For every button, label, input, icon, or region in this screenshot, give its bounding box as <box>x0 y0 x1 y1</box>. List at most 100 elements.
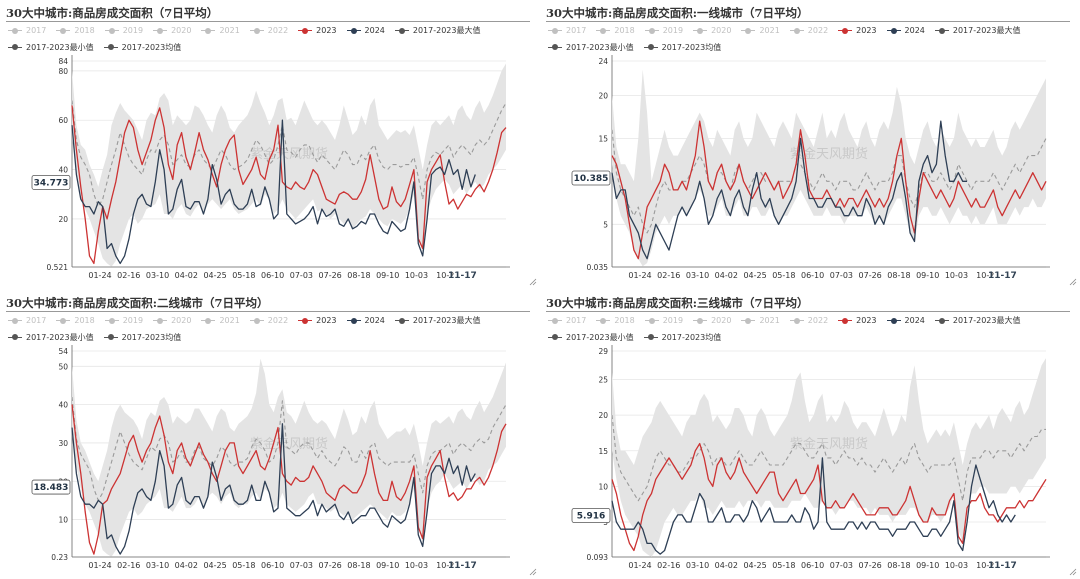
chart-svg[interactable]: 2420151050.035紫金天风期货01-2402-1603-1004-02… <box>540 0 1080 289</box>
legend-item-2017-2023最小值[interactable]: 2017-2023最小值 <box>8 40 94 55</box>
series-line-2024[interactable] <box>611 120 968 260</box>
legend-label: 2024 <box>904 26 925 35</box>
legend-item-2022[interactable]: 2022 <box>249 23 288 38</box>
legend-item-2024[interactable]: 2024 <box>886 313 925 328</box>
y-tick-label: 0.521 <box>47 263 69 272</box>
y-tick-label: 0.035 <box>587 263 609 272</box>
chart-svg[interactable]: 5450403020100.23紫金天风期货01-2402-1603-1004-… <box>0 290 540 579</box>
legend-item-2017[interactable]: 2017 <box>8 23 46 38</box>
cursor-y-readout: 10.385 <box>571 170 611 186</box>
x-tick-label: 08-18 <box>347 271 370 280</box>
legend-item-2017[interactable]: 2017 <box>548 313 586 328</box>
cursor-y-readout: 5.916 <box>571 508 611 523</box>
legend-item-2021[interactable]: 2021 <box>201 313 240 328</box>
legend-marker-icon <box>886 27 901 35</box>
legend-item-2018[interactable]: 2018 <box>56 313 95 328</box>
x-tick-label: 07-26 <box>319 271 342 280</box>
legend-item-2017-2023均值[interactable]: 2017-2023均值 <box>643 40 721 55</box>
series-line-2024[interactable] <box>71 423 476 555</box>
series-line-mean[interactable] <box>71 396 507 501</box>
legend-item-2022[interactable]: 2022 <box>249 313 288 328</box>
legend-item-2017-2023最小值[interactable]: 2017-2023最小值 <box>8 330 94 345</box>
legend-item-2024[interactable]: 2024 <box>346 23 385 38</box>
x-tick-label: 04-02 <box>175 271 198 280</box>
legend-label: 2022 <box>807 26 829 35</box>
legend-item-2017-2023最小值[interactable]: 2017-2023最小值 <box>548 330 634 345</box>
x-tick-label: 01-24 <box>88 561 111 570</box>
legend-item-2020[interactable]: 2020 <box>693 313 731 328</box>
legend-label: 2017-2023均值 <box>121 332 182 342</box>
legend-item-2018[interactable]: 2018 <box>596 23 635 38</box>
legend-item-2019[interactable]: 2019 <box>104 313 144 328</box>
legend-item-2019[interactable]: 2019 <box>644 23 683 38</box>
y-tick-label: 40 <box>58 401 68 410</box>
resize-handle-icon[interactable] <box>529 278 537 286</box>
legend-item-2017-2023最大值[interactable]: 2017-2023最大值 <box>934 313 1020 328</box>
chart-panel-2: 30大中城市:商品房成交面积:二线城市（7日平均） 2017 2018 2019 202… <box>0 290 540 579</box>
legend-label: 2023 <box>856 26 877 35</box>
legend-item-2018[interactable]: 2018 <box>596 313 635 328</box>
legend-item-2017-2023最大值[interactable]: 2017-2023最大值 <box>394 313 480 328</box>
x-tick-label: 10-2 <box>436 271 454 280</box>
y-tick-label: 30 <box>58 439 68 448</box>
legend-item-2024[interactable]: 2024 <box>886 23 925 38</box>
y-tick-label: 10 <box>58 516 68 525</box>
x-tick-label: 09-10 <box>916 561 939 570</box>
resize-handle-icon[interactable] <box>1069 278 1077 286</box>
legend-item-2020[interactable]: 2020 <box>693 23 731 38</box>
legend-item-2021[interactable]: 2021 <box>741 313 780 328</box>
legend-label: 2019 <box>662 316 684 325</box>
series-line-2023[interactable] <box>71 404 507 555</box>
x-tick-label: 07-26 <box>859 271 882 280</box>
legend-item-2017-2023均值[interactable]: 2017-2023均值 <box>103 40 181 55</box>
legend-item-2023[interactable]: 2023 <box>838 23 877 38</box>
series-line-2023[interactable] <box>71 105 507 265</box>
legend-item-2024[interactable]: 2024 <box>346 313 385 328</box>
legend-item-2017-2023均值[interactable]: 2017-2023均值 <box>643 330 721 345</box>
legend-item-2017-2023最大值[interactable]: 2017-2023最大值 <box>934 23 1020 38</box>
legend-label: 2023 <box>316 26 337 35</box>
legend-item-2023[interactable]: 2023 <box>298 23 337 38</box>
legend-marker-icon <box>8 317 22 325</box>
series-line-2023[interactable] <box>611 120 1047 260</box>
legend-label: 2019 <box>122 316 144 325</box>
series-line-2023[interactable] <box>611 442 1047 552</box>
resize-handle-icon[interactable] <box>1069 568 1077 576</box>
resize-handle-icon[interactable] <box>529 568 537 576</box>
series-line-2024[interactable] <box>611 457 1016 555</box>
legend-item-2018[interactable]: 2018 <box>56 23 95 38</box>
legend-marker-icon <box>8 333 22 341</box>
legend-item-2020[interactable]: 2020 <box>153 313 191 328</box>
legend-item-2021[interactable]: 2021 <box>201 23 240 38</box>
chart-legend: 2017 2018 2019 2020 2021 2022 2023 2024 2017-202… <box>548 313 1073 346</box>
legend-item-2019[interactable]: 2019 <box>104 23 143 38</box>
legend-item-2021[interactable]: 2021 <box>741 23 780 38</box>
legend-marker-icon <box>103 333 118 341</box>
legend-label: 2018 <box>74 26 95 35</box>
legend-item-2017[interactable]: 2017 <box>8 313 46 328</box>
legend-item-2017[interactable]: 2017 <box>548 23 586 38</box>
legend-marker-icon <box>644 27 659 35</box>
chart-svg[interactable]: 292520151050.093紫金天风期货01-2402-1603-1004-… <box>540 290 1080 579</box>
legend-marker-icon <box>886 317 901 325</box>
legend-item-2017-2023最大值[interactable]: 2017-2023最大值 <box>394 23 480 38</box>
legend-label: 2021 <box>759 26 780 35</box>
legend-item-2023[interactable]: 2023 <box>838 313 877 328</box>
series-line-mean[interactable] <box>611 415 1046 502</box>
x-tick-label: 01-24 <box>628 561 651 570</box>
legend-item-2022[interactable]: 2022 <box>789 313 828 328</box>
legend-item-2022[interactable]: 2022 <box>789 23 829 38</box>
legend-item-2020[interactable]: 2020 <box>153 23 191 38</box>
chart-legend: 2017 2018 2019 2020 2021 2022 2023 2024 2017-202… <box>8 313 533 346</box>
chart-title: 30大中城市:商品房成交面积:二线城市（7日平均） <box>6 296 269 310</box>
legend-marker-icon <box>103 43 118 51</box>
legend-item-2019[interactable]: 2019 <box>644 313 684 328</box>
x-tick-label: 11-17 <box>988 561 1017 571</box>
legend-item-2023[interactable]: 2023 <box>298 313 337 328</box>
x-tick-label: 06-10 <box>801 271 824 280</box>
legend-item-2017-2023均值[interactable]: 2017-2023均值 <box>103 330 182 345</box>
series-line-2024[interactable] <box>71 119 476 265</box>
series-line-mean[interactable] <box>611 129 1047 234</box>
legend-item-2017-2023最小值[interactable]: 2017-2023最小值 <box>548 40 634 55</box>
